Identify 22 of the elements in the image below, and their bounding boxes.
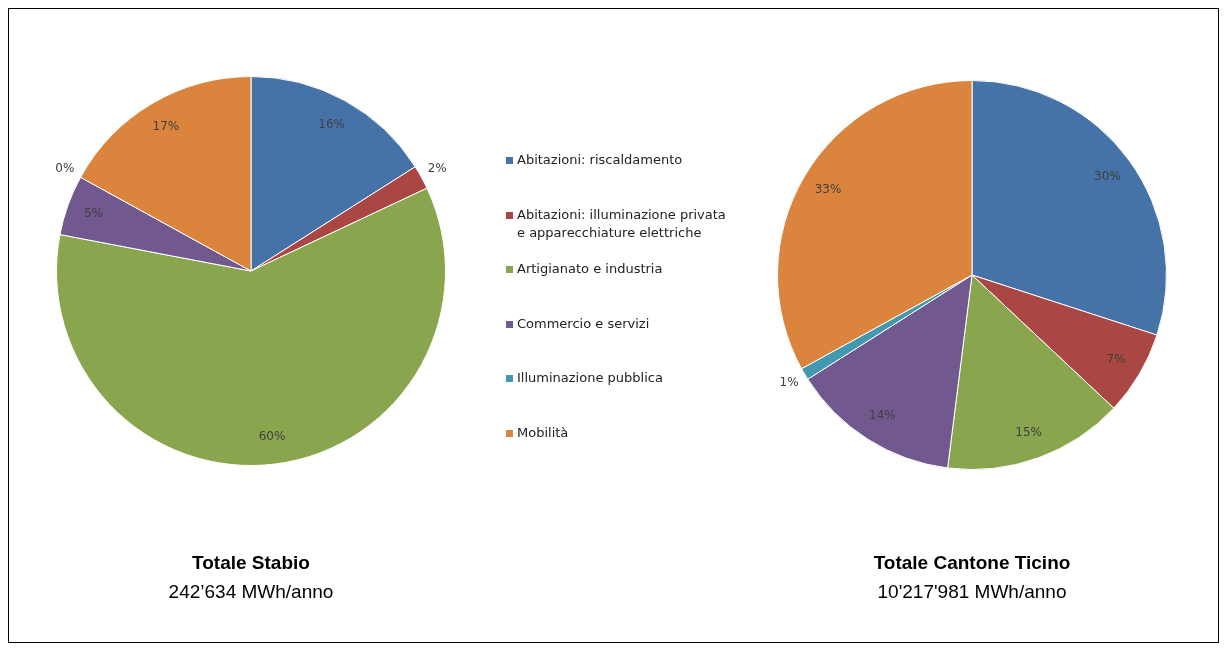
text: 0% bbox=[55, 160, 75, 175]
data-label: 17% bbox=[152, 119, 180, 134]
legend-label: Mobilità bbox=[517, 423, 570, 442]
data-label: 5% bbox=[84, 206, 104, 221]
text: 242’634 MWh/anno bbox=[168, 581, 334, 602]
data-label: 15% bbox=[1015, 424, 1042, 439]
legend-label: Artigianato e industria bbox=[517, 260, 664, 278]
legend-label: Commercio e servizi bbox=[517, 314, 651, 333]
chart-title: Totale Stabio bbox=[192, 552, 310, 573]
data-label: 60% bbox=[258, 429, 286, 444]
data-label: 7% bbox=[1106, 352, 1126, 367]
data-label: 30% bbox=[1093, 168, 1121, 183]
text: 10'217'981 MWh/anno bbox=[877, 581, 1067, 602]
data-label: 33% bbox=[814, 181, 842, 196]
chart-title: Totale Cantone Ticino bbox=[873, 552, 1071, 573]
legend-label: Illuminazione pubblica bbox=[517, 369, 664, 387]
data-label: 2% bbox=[427, 160, 447, 175]
data-label: 1% bbox=[779, 375, 799, 390]
legend-label: Abitazioni: riscaldamento bbox=[517, 151, 684, 169]
legend-label: Abitazioni: illuminazione privata e apparecchiature elettriche bbox=[517, 205, 727, 242]
data-label: 16% bbox=[318, 116, 345, 131]
data-label: 14% bbox=[869, 408, 896, 423]
